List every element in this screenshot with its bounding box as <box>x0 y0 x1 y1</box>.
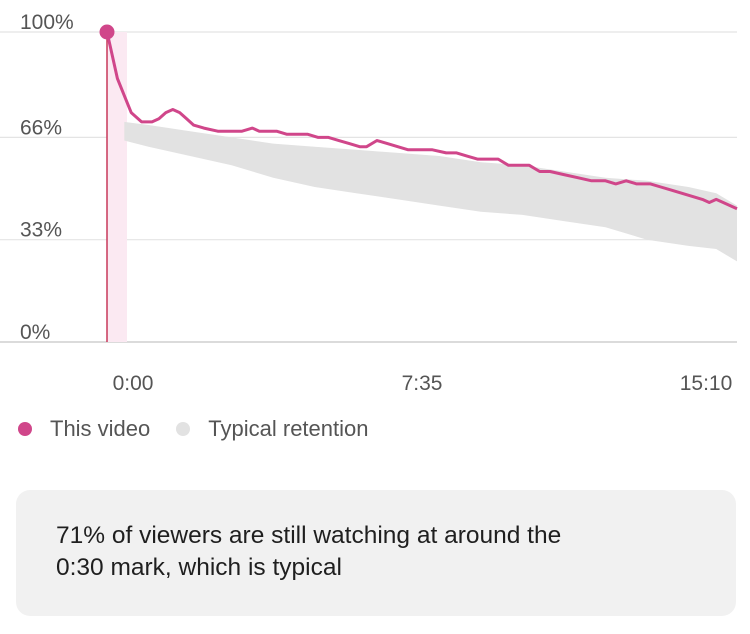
typical-retention-band <box>124 121 738 262</box>
legend-label-this-video: This video <box>50 416 151 441</box>
x-tick-label: 15:10 <box>680 372 733 395</box>
insight-card: 71% of viewers are still watching at aro… <box>16 490 736 616</box>
insight-text-line-1: 71% of viewers are still watching at aro… <box>56 522 562 549</box>
y-tick-label: 33% <box>20 219 62 242</box>
y-tick-label: 66% <box>20 116 62 139</box>
y-tick-label: 0% <box>20 321 50 344</box>
this-video-start-point[interactable] <box>99 24 115 40</box>
legend-label-typical-retention: Typical retention <box>208 416 369 441</box>
intro-highlight-band <box>107 32 127 342</box>
retention-chart: 0% 33% 66% 100% 0:00 7:35 15:10 <box>0 11 738 395</box>
this-video-line <box>105 31 738 211</box>
legend: This video Typical retention <box>18 414 394 444</box>
y-tick-label: 100% <box>20 11 74 34</box>
legend-item-typical-retention[interactable]: Typical retention <box>176 416 368 442</box>
legend-swatch-typical-retention <box>176 422 191 436</box>
legend-swatch-this-video <box>18 422 32 436</box>
x-tick-label: 0:00 <box>113 372 154 395</box>
insight-text-line-2: 0:30 mark, which is typical <box>56 554 342 581</box>
y-axis-ticks: 0% 33% 66% 100% <box>20 11 74 344</box>
legend-item-this-video[interactable]: This video <box>18 416 150 442</box>
x-axis-ticks: 0:00 7:35 15:10 <box>113 372 733 395</box>
x-tick-label: 7:35 <box>402 372 443 395</box>
